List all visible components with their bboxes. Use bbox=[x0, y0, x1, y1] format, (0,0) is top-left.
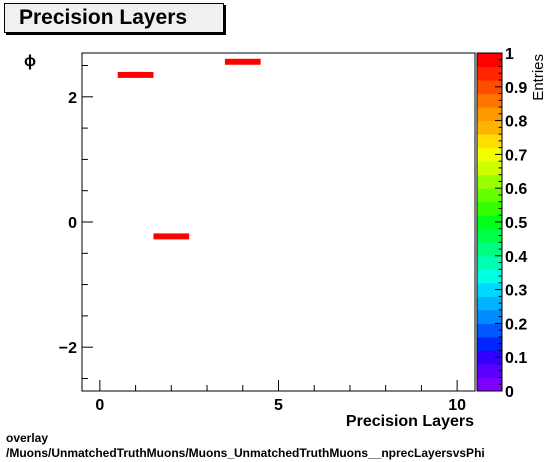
z-tick-label: 0.3 bbox=[505, 283, 527, 300]
color-scale-band bbox=[477, 107, 502, 122]
z-tick-label: 0.2 bbox=[505, 316, 527, 333]
plot-title: Precision Layers bbox=[19, 6, 188, 29]
data-cell-1 bbox=[117, 71, 154, 78]
color-scale-band bbox=[477, 53, 502, 68]
z-tick-label: 0 bbox=[505, 384, 514, 401]
footer-line-2: /Muons/UnmatchedTruthMuons/Muons_Unmatch… bbox=[6, 446, 485, 460]
color-scale-band bbox=[477, 147, 502, 162]
color-scale-band bbox=[477, 296, 502, 311]
color-scale-band bbox=[477, 120, 502, 135]
color-scale-band bbox=[477, 309, 502, 324]
color-scale-band bbox=[477, 377, 502, 392]
z-tick-label: 0.7 bbox=[505, 147, 527, 164]
z-tick-label: 0.5 bbox=[505, 215, 527, 232]
data-cell-3 bbox=[224, 58, 261, 65]
color-scale-band bbox=[477, 242, 502, 257]
color-scale-band bbox=[477, 188, 502, 203]
color-scale: 0 0.1 0.2 0.3 0.4 0.5 0.6 0.7 0.8 0.9 1 bbox=[476, 46, 527, 401]
y-tick-label: −2 bbox=[59, 340, 77, 357]
title-box: Precision Layers bbox=[4, 3, 224, 33]
y-axis-title: ϕ bbox=[24, 53, 36, 70]
data-cells bbox=[117, 58, 261, 240]
x-axis-title: Precision Layers bbox=[346, 413, 474, 430]
z-tick-label: 0.8 bbox=[505, 114, 527, 131]
z-tick-label: 0.6 bbox=[505, 181, 527, 198]
heatmap-chart: 0 5 10 −202 00.10.20.30.40.50.60.70.80.91 … bbox=[24, 46, 546, 430]
x-tick-label: 0 bbox=[95, 397, 104, 414]
color-scale-band bbox=[477, 80, 502, 95]
color-scale-band bbox=[477, 323, 502, 338]
color-scale-band bbox=[477, 134, 502, 149]
color-scale-band bbox=[477, 201, 502, 216]
x-axis: 0 5 10 bbox=[95, 380, 466, 414]
color-scale-band bbox=[477, 174, 502, 189]
color-scale-band bbox=[477, 269, 502, 284]
color-scale-title: Entries bbox=[530, 54, 546, 101]
y-axis: −2 0 2 bbox=[59, 65, 93, 379]
z-tick-label: 0.4 bbox=[505, 249, 527, 266]
color-scale-band bbox=[477, 282, 502, 297]
x-tick-label: 10 bbox=[448, 397, 466, 414]
data-cell-2 bbox=[153, 233, 190, 240]
z-tick-label: 0.1 bbox=[505, 350, 527, 367]
x-tick-label: 5 bbox=[274, 397, 283, 414]
y-tick-label: 0 bbox=[68, 215, 77, 232]
color-scale-band bbox=[477, 93, 502, 108]
y-tick-label: 2 bbox=[68, 90, 77, 107]
color-scale-band bbox=[477, 255, 502, 270]
plot-frame bbox=[81, 52, 476, 392]
color-scale-band bbox=[477, 66, 502, 81]
color-scale-band bbox=[477, 363, 502, 378]
footer-line-1: overlay bbox=[6, 431, 49, 445]
color-scale-band bbox=[477, 336, 502, 351]
color-scale-band bbox=[477, 350, 502, 365]
z-tick-label: 1 bbox=[505, 46, 514, 63]
color-scale-band bbox=[477, 161, 502, 176]
z-tick-label: 0.9 bbox=[505, 80, 527, 97]
color-scale-band bbox=[477, 228, 502, 243]
color-scale-band bbox=[477, 215, 502, 230]
